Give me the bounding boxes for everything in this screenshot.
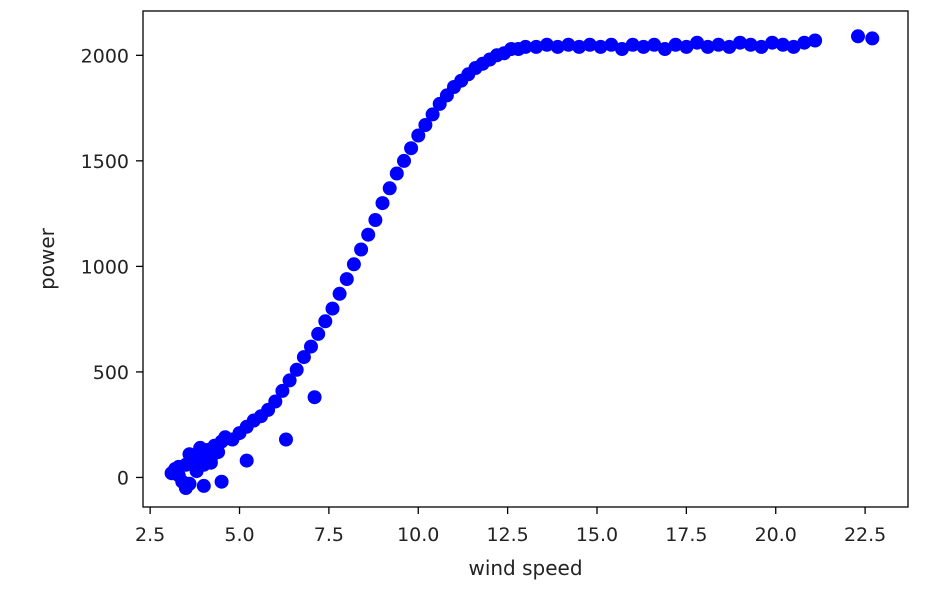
data-point — [346, 257, 361, 272]
y-axis-ticks: 0 500 1000 1500 2000 — [81, 45, 143, 489]
data-point — [339, 272, 354, 287]
data-point — [754, 39, 769, 54]
data-point — [397, 153, 411, 168]
data-point — [711, 37, 726, 52]
data-point — [307, 390, 322, 405]
data-point — [332, 286, 347, 301]
data-point — [239, 453, 254, 468]
data-point — [203, 455, 218, 470]
data-point — [361, 227, 376, 242]
x-tick-label: 20.0 — [755, 524, 797, 546]
data-point — [647, 37, 662, 52]
scatter-points — [164, 29, 880, 495]
data-point — [418, 118, 433, 132]
data-point — [382, 181, 397, 196]
data-point — [311, 326, 326, 341]
y-tick-label: 2000 — [81, 45, 129, 67]
x-tick-label: 5.0 — [224, 524, 254, 546]
data-point — [851, 29, 865, 44]
data-point — [389, 166, 404, 181]
data-point — [404, 141, 419, 156]
y-tick-label: 1000 — [81, 256, 129, 278]
data-point — [604, 37, 619, 52]
data-point — [865, 31, 880, 46]
data-point — [797, 35, 812, 50]
plot-area — [143, 11, 908, 507]
data-point — [636, 39, 651, 54]
data-point — [593, 39, 608, 54]
data-point — [518, 39, 533, 54]
data-point — [679, 39, 694, 54]
x-tick-label: 12.5 — [486, 524, 528, 546]
data-point — [722, 39, 737, 54]
y-tick-label: 0 — [117, 467, 129, 489]
x-tick-label: 17.5 — [665, 524, 707, 546]
data-point — [375, 196, 390, 211]
data-point — [733, 35, 747, 50]
data-point — [214, 474, 229, 489]
data-point — [572, 39, 587, 54]
data-point — [657, 42, 672, 56]
data-point — [182, 447, 197, 462]
data-point — [282, 373, 297, 388]
data-point — [690, 35, 705, 50]
x-tick-label: 15.0 — [576, 524, 618, 546]
data-point — [765, 35, 780, 50]
data-point — [775, 37, 790, 52]
data-point — [561, 37, 576, 52]
y-tick-label: 1500 — [81, 151, 129, 173]
x-axis-ticks: 2.5 5.0 7.5 10.0 12.5 15.0 17.5 20.0 22.5 — [135, 507, 886, 546]
y-tick-label: 500 — [93, 362, 129, 384]
data-point — [615, 42, 629, 56]
data-point — [668, 37, 683, 52]
data-point — [411, 128, 426, 143]
data-point — [193, 440, 208, 455]
data-point — [582, 37, 597, 52]
data-point — [808, 33, 823, 48]
data-point — [625, 37, 640, 52]
y-axis-label: power — [35, 227, 59, 290]
data-point — [196, 478, 211, 493]
x-axis-label: wind speed — [468, 556, 582, 580]
data-point — [700, 39, 715, 54]
plot-frame — [142, 10, 909, 508]
x-tick-label: 2.5 — [135, 524, 165, 546]
data-point — [318, 314, 333, 329]
data-point — [325, 301, 340, 316]
x-tick-label: 10.0 — [397, 524, 439, 546]
data-point — [529, 39, 544, 54]
data-point — [425, 107, 440, 122]
data-point — [786, 39, 801, 54]
data-point — [550, 39, 565, 54]
x-tick-label: 7.5 — [314, 524, 344, 546]
data-point — [354, 242, 369, 257]
data-point — [279, 432, 293, 447]
data-point — [289, 362, 304, 377]
data-point — [539, 37, 554, 52]
data-point — [178, 481, 193, 495]
data-point — [304, 339, 318, 354]
data-point — [268, 394, 283, 409]
data-point — [275, 383, 290, 398]
data-point — [296, 350, 311, 365]
x-tick-label: 22.5 — [844, 524, 886, 546]
data-point — [743, 37, 758, 52]
data-point — [368, 213, 383, 227]
data-point — [171, 459, 186, 474]
